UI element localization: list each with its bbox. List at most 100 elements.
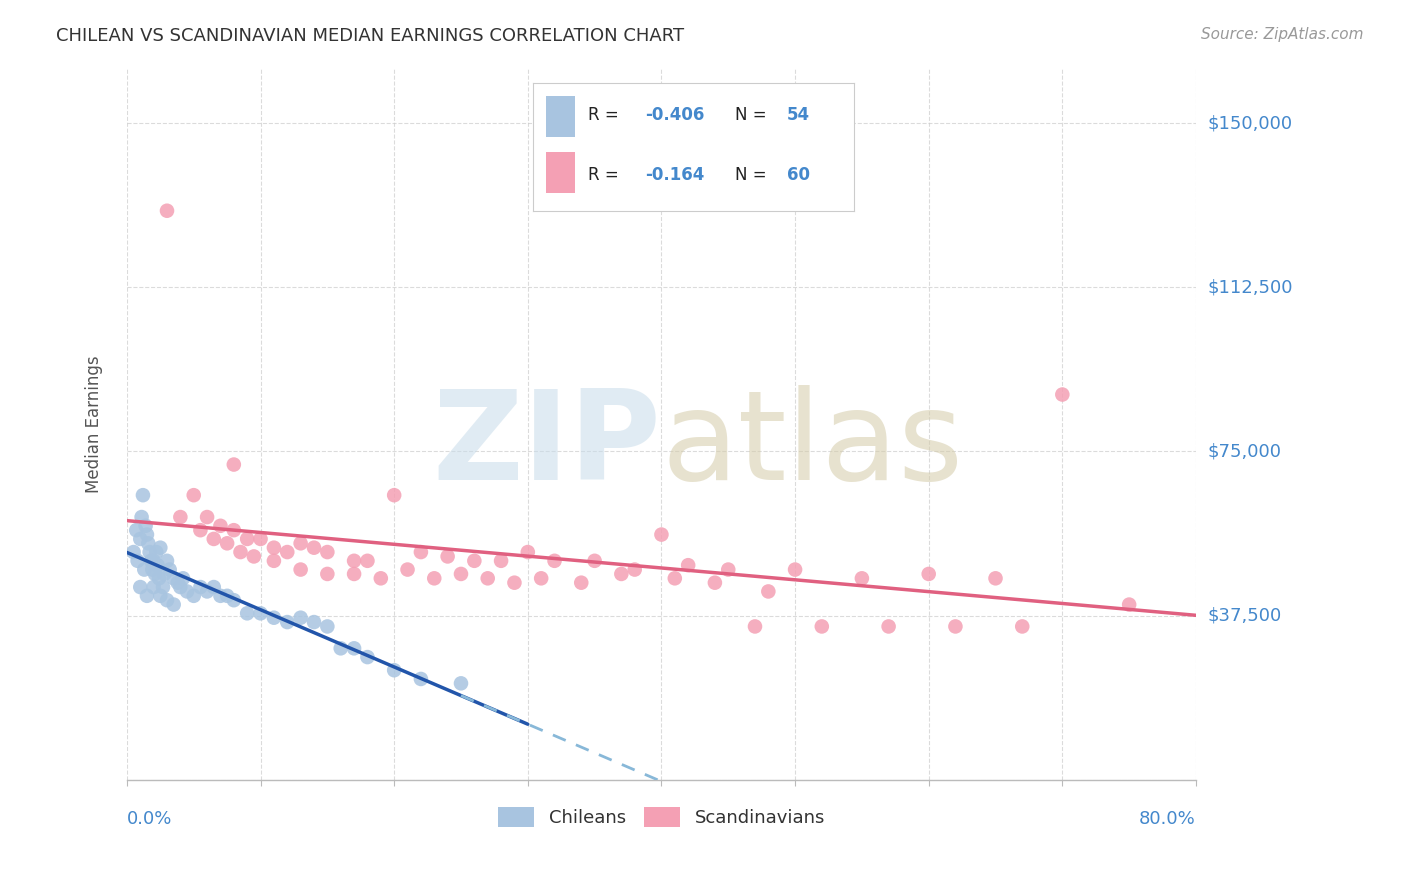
Point: [984, 571, 1007, 585]
Point: [290, 536, 312, 550]
Point: [135, 518, 157, 533]
Point: [131, 510, 153, 524]
Point: [249, 607, 271, 621]
Point: [343, 641, 366, 656]
Point: [276, 545, 298, 559]
Point: [236, 607, 259, 621]
Point: [450, 676, 472, 690]
Point: [156, 554, 179, 568]
Point: [229, 545, 252, 559]
Point: [183, 589, 205, 603]
Legend: Chileans, Scandinavians: Chileans, Scandinavians: [491, 799, 832, 835]
Point: [222, 593, 245, 607]
Point: [477, 571, 499, 585]
Point: [877, 619, 900, 633]
Point: [202, 532, 225, 546]
Text: $75,000: $75,000: [1208, 442, 1281, 460]
Point: [463, 554, 485, 568]
Point: [396, 563, 419, 577]
Point: [142, 580, 165, 594]
Point: [172, 571, 194, 585]
Y-axis label: Median Earnings: Median Earnings: [86, 355, 103, 493]
Point: [195, 584, 218, 599]
Point: [290, 563, 312, 577]
Point: [129, 580, 152, 594]
Point: [409, 545, 432, 559]
Point: [217, 589, 239, 603]
Point: [610, 566, 633, 581]
Text: atlas: atlas: [661, 385, 963, 506]
Point: [134, 563, 156, 577]
Point: [136, 536, 159, 550]
Point: [143, 566, 166, 581]
Point: [623, 563, 645, 577]
Point: [516, 545, 538, 559]
Point: [122, 545, 145, 559]
Point: [650, 527, 672, 541]
Point: [382, 663, 405, 677]
Point: [190, 580, 212, 594]
Point: [316, 566, 339, 581]
Point: [676, 558, 699, 573]
Point: [149, 589, 172, 603]
Point: [263, 554, 285, 568]
Point: [263, 610, 285, 624]
Point: [356, 650, 378, 665]
Point: [222, 458, 245, 472]
Point: [945, 619, 967, 633]
Point: [530, 571, 553, 585]
Point: [166, 575, 188, 590]
Point: [343, 554, 366, 568]
Point: [145, 545, 167, 559]
Point: [436, 549, 458, 564]
Text: 0.0%: 0.0%: [127, 810, 173, 828]
Point: [409, 672, 432, 686]
Point: [236, 532, 259, 546]
Point: [1052, 387, 1074, 401]
Point: [209, 518, 232, 533]
Point: [302, 615, 325, 629]
Point: [543, 554, 565, 568]
Point: [756, 584, 779, 599]
Point: [153, 566, 176, 581]
Point: [141, 563, 163, 577]
Text: CHILEAN VS SCANDINAVIAN MEDIAN EARNINGS CORRELATION CHART: CHILEAN VS SCANDINAVIAN MEDIAN EARNINGS …: [56, 27, 685, 45]
Point: [163, 598, 186, 612]
Point: [343, 566, 366, 581]
Point: [146, 558, 169, 573]
Point: [249, 532, 271, 546]
Point: [156, 593, 179, 607]
Text: ZIP: ZIP: [433, 385, 661, 506]
Point: [129, 532, 152, 546]
Point: [382, 488, 405, 502]
Point: [152, 580, 174, 594]
Point: [316, 545, 339, 559]
Point: [142, 554, 165, 568]
Point: [127, 554, 149, 568]
Point: [370, 571, 392, 585]
Point: [316, 619, 339, 633]
Point: [664, 571, 686, 585]
Point: [290, 610, 312, 624]
Point: [503, 575, 526, 590]
Point: [717, 563, 740, 577]
Point: [329, 641, 352, 656]
Point: [703, 575, 725, 590]
Point: [450, 566, 472, 581]
Point: [263, 541, 285, 555]
Point: [183, 488, 205, 502]
Point: [125, 523, 148, 537]
Point: [149, 541, 172, 555]
Point: [209, 589, 232, 603]
Point: [583, 554, 606, 568]
Point: [163, 571, 186, 585]
Point: [169, 510, 191, 524]
Text: $112,500: $112,500: [1208, 278, 1292, 296]
Point: [169, 580, 191, 594]
Point: [918, 566, 941, 581]
Point: [356, 554, 378, 568]
Text: 80.0%: 80.0%: [1139, 810, 1197, 828]
Point: [489, 554, 512, 568]
Point: [744, 619, 766, 633]
Point: [783, 563, 806, 577]
